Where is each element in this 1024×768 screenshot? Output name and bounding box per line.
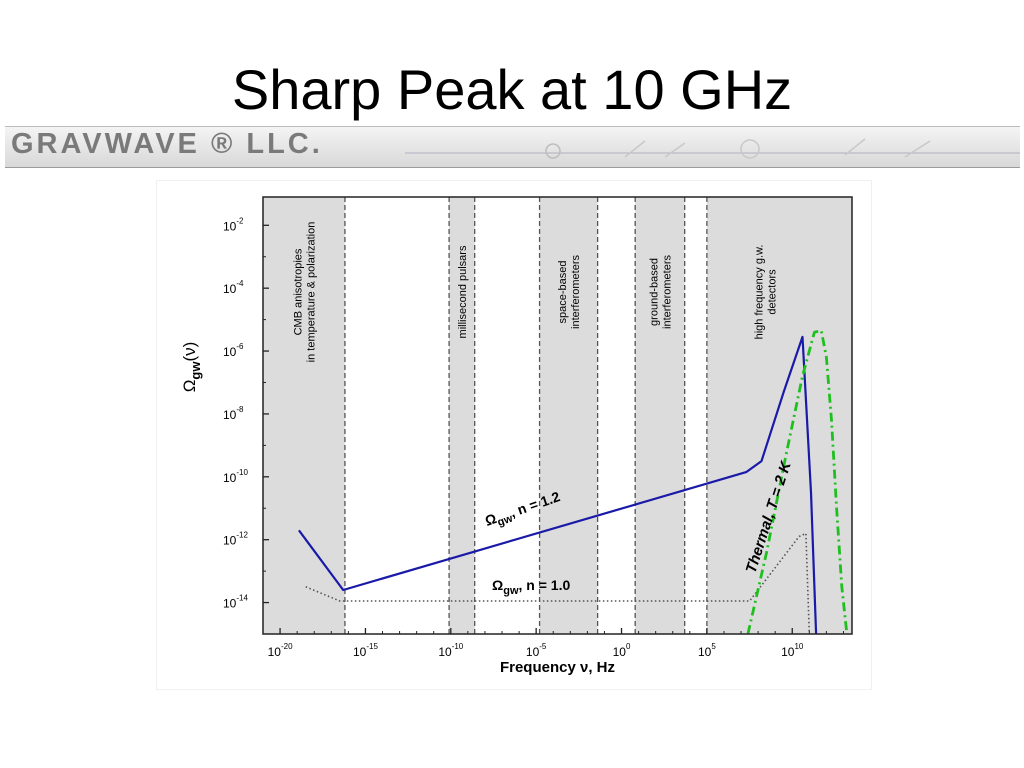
series-label-n10: Ωgw, n = 1.0 bbox=[492, 577, 570, 597]
x-tick-label: 10-20 bbox=[268, 642, 293, 659]
y-tick-label: 10-2 bbox=[223, 216, 244, 233]
band-3 bbox=[539, 197, 598, 634]
band-2 bbox=[449, 197, 475, 634]
banner-decoration bbox=[405, 138, 1020, 159]
band-label-1: CMB anisotropiesin temperature & polariz… bbox=[292, 222, 317, 363]
band-1 bbox=[263, 197, 345, 634]
chart-container: CMB anisotropiesin temperature & polariz… bbox=[156, 180, 872, 690]
x-tick-label: 10-5 bbox=[526, 642, 547, 659]
y-axis-title: Ωgw(ν) bbox=[180, 342, 203, 393]
y-tick-label: 10-8 bbox=[223, 405, 244, 422]
x-tick-label: 100 bbox=[613, 642, 631, 659]
band-label-2: millisecond pulsars bbox=[457, 245, 469, 338]
band-label-4: ground-basedinterferometers bbox=[648, 255, 673, 329]
company-banner: GRAVWAVE ® LLC. bbox=[5, 126, 1020, 168]
y-tick-label: 10-14 bbox=[223, 594, 248, 611]
plot-frame bbox=[262, 196, 853, 635]
series-line-solid bbox=[298, 335, 818, 635]
company-logo-text: GRAVWAVE ® LLC. bbox=[11, 128, 323, 160]
y-tick-label: 10-10 bbox=[223, 468, 248, 485]
slide-title: Sharp Peak at 10 GHz bbox=[231, 58, 793, 121]
band-4 bbox=[635, 197, 685, 634]
band-label-5: high frequency g.w.detectors bbox=[753, 245, 778, 340]
x-tick-label: 10-10 bbox=[438, 642, 463, 659]
gw-spectrum-chart: CMB anisotropiesin temperature & polariz… bbox=[180, 196, 853, 676]
x-tick-label: 10-15 bbox=[353, 642, 378, 659]
x-axis-title: Frequency ν, Hz bbox=[500, 659, 615, 676]
band-label-3: space-basedinterferometers bbox=[557, 255, 582, 329]
x-tick-label: 1010 bbox=[781, 642, 804, 659]
y-tick-label: 10-12 bbox=[223, 531, 248, 548]
series-line-dotted bbox=[305, 532, 811, 635]
y-tick-label: 10-4 bbox=[223, 279, 244, 296]
x-tick-label: 105 bbox=[698, 642, 716, 659]
y-tick-label: 10-6 bbox=[223, 342, 244, 359]
series-line-dashdot bbox=[746, 329, 849, 635]
